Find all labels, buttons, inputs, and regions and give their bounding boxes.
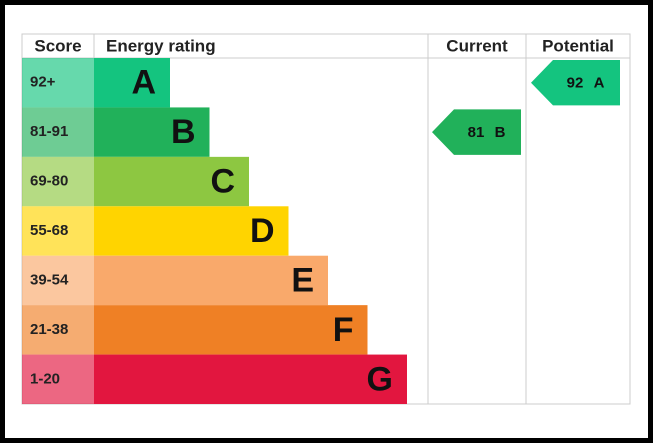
rating-letter: B — [171, 113, 196, 151]
score-cell — [22, 107, 94, 157]
rating-letter: D — [250, 212, 275, 250]
potential-letter: A — [594, 75, 605, 92]
score-cell — [22, 156, 94, 207]
potential-value: 92 — [567, 75, 584, 92]
rating-bar — [94, 255, 328, 306]
score-label: 1-20 — [30, 370, 60, 387]
score-cell — [22, 58, 94, 108]
score-label: 81-91 — [30, 123, 68, 140]
score-cell — [22, 206, 94, 256]
current-letter: B — [495, 124, 506, 141]
rating-bar — [94, 156, 249, 207]
potential-arrow — [531, 60, 620, 106]
score-cell — [22, 255, 94, 306]
current-arrow — [432, 109, 521, 155]
current-value: 81 — [468, 124, 485, 141]
score-label: 21-38 — [30, 321, 68, 338]
rating-letter: A — [131, 64, 156, 102]
header-current: Current — [446, 36, 508, 55]
score-label: 92+ — [30, 74, 56, 91]
rating-letter: E — [291, 261, 314, 299]
score-cell — [22, 305, 94, 355]
score-label: 69-80 — [30, 173, 68, 190]
rating-letter: F — [333, 311, 354, 349]
score-cell — [22, 354, 94, 404]
rating-letter: C — [210, 163, 235, 201]
header-rating: Energy rating — [106, 36, 216, 55]
rating-bar — [94, 354, 407, 404]
rating-letter: G — [367, 360, 393, 398]
rating-bar — [94, 107, 210, 157]
header-potential: Potential — [542, 36, 614, 55]
rating-bar — [94, 206, 289, 256]
header-score: Score — [34, 36, 81, 55]
score-label: 39-54 — [30, 271, 69, 288]
rating-bar — [94, 305, 368, 355]
rating-bar — [94, 58, 170, 108]
score-label: 55-68 — [30, 222, 68, 239]
